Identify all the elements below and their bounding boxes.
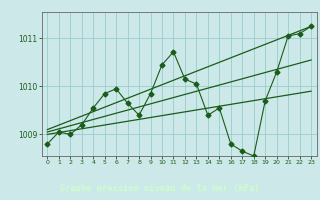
Text: Graphe pression niveau de la mer (hPa): Graphe pression niveau de la mer (hPa): [60, 184, 260, 193]
